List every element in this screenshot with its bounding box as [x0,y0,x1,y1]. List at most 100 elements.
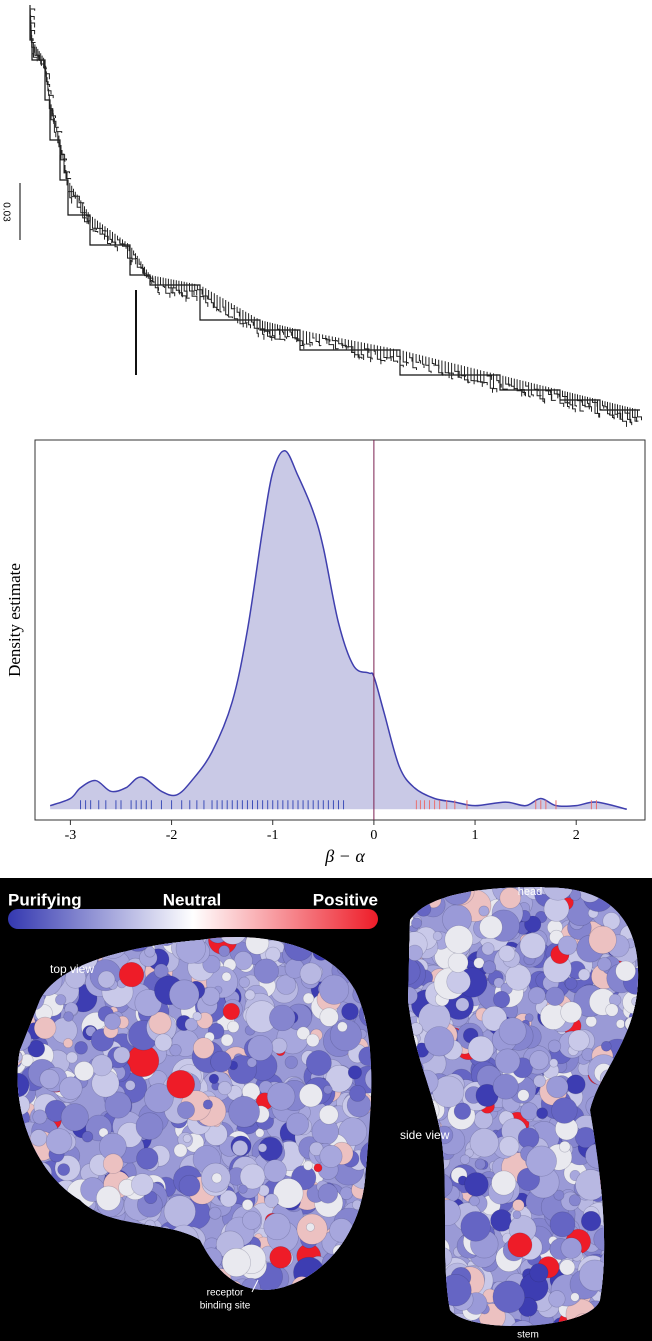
tree-branches [399,350,500,393]
surface-patch [118,961,145,988]
surface-patch [368,1040,372,1053]
surface-patch [467,1035,495,1062]
surface-patch [269,1004,296,1032]
surface-patch [134,989,162,1017]
density-chart: -3 -2 -1 0 1 2 [34,439,646,843]
surface-patch [27,1039,45,1058]
surface-patch [553,1189,565,1201]
surface-patch [182,1134,192,1143]
surface-patch [192,1011,202,1021]
surface-patch [169,979,200,1010]
surface-patch [455,997,470,1012]
surface-patch [319,1144,343,1168]
surface-patch [221,971,232,982]
colorbar-label: Neutral [163,890,222,909]
surface-patch [493,990,511,1008]
surface-patch [163,1195,196,1228]
surface-patch [408,1004,411,1017]
surface-patch [507,1232,533,1258]
tree-branches [149,275,203,302]
surface-patch [60,1103,89,1132]
surface-patch [55,994,67,1006]
surface-patch [545,986,565,1006]
surface-patch [135,1112,164,1140]
surface-patch [517,1089,530,1102]
surface-patch [446,969,471,994]
surface-patch [479,915,503,939]
density-line [49,450,627,810]
surface-patch [148,1011,172,1035]
surface-patch [507,1320,538,1327]
surface-patch [560,1237,582,1259]
surface-patch [560,1001,583,1024]
surface-patch [494,1048,521,1074]
tree-branches [199,285,260,338]
surface-patch [131,1173,154,1196]
plot-frame [34,439,646,821]
surface-patch [474,1158,486,1170]
surface-patch [432,931,443,941]
surface-patch [219,1189,238,1208]
surface-patch [284,1055,298,1069]
surface-patch [144,946,156,958]
surface-patch [57,1163,71,1176]
surface-patch [481,1005,508,1032]
x-tick-label: -3 [65,828,77,843]
surface-patch [549,1211,576,1238]
density-area [50,450,627,810]
y-axis-label: Density estimate [5,563,24,677]
surface-patch [178,1174,201,1197]
surface-patch [30,1129,48,1147]
pointer [251,1279,259,1293]
surface-patch [464,1172,489,1197]
surface-patch [512,1210,522,1219]
surface-patch [473,957,485,969]
surface-patch [303,1160,314,1171]
surface-patch [542,887,574,901]
surface-patch [492,1280,525,1314]
surface-patch [218,937,248,945]
surface-patch [17,1072,30,1098]
surface-patch [444,925,474,954]
surface-patch [558,1140,571,1153]
surface-patch [341,1002,359,1021]
surface-patch [364,1066,372,1092]
surface-patch [298,1083,323,1108]
surface-patch [81,1130,94,1143]
surface-patch [166,1070,195,1099]
surface-patch [66,1051,78,1064]
receptor-label: binding site [200,1301,251,1312]
surface-patch [564,977,578,990]
surface-patch [317,1183,339,1204]
surface-patch [337,1021,348,1033]
tree-branches [29,5,36,53]
tree-branches [89,215,133,263]
surface-patch [319,1007,339,1027]
surface-patch [493,977,505,989]
stem-label: stem [517,1330,539,1341]
x-tick-label: -2 [166,828,178,843]
surface-patch [193,1037,215,1059]
surface-patch [469,1128,499,1158]
surface-patch [173,1143,188,1158]
surface-patch [299,962,322,985]
surface-patch [136,1147,159,1170]
surface-patch [208,1206,222,1220]
surface-patch [498,945,516,962]
surface-patch [424,1026,455,1057]
surface-patch [482,960,497,975]
surface-patch [505,964,532,991]
surface-patch [264,1193,279,1208]
surface-patch [296,1026,311,1041]
surface-patch [74,1061,95,1082]
surface-patch [242,1210,262,1230]
surface-patch [74,1041,88,1055]
x-tick-label: -1 [267,828,279,843]
surface-patch [570,1292,580,1302]
surface-patch [524,1013,534,1023]
surface-patch [459,1154,471,1165]
surface-patch [313,1163,323,1173]
surface-patch [447,952,469,973]
surface-patch [208,1073,219,1084]
surface-patch [244,989,256,1001]
